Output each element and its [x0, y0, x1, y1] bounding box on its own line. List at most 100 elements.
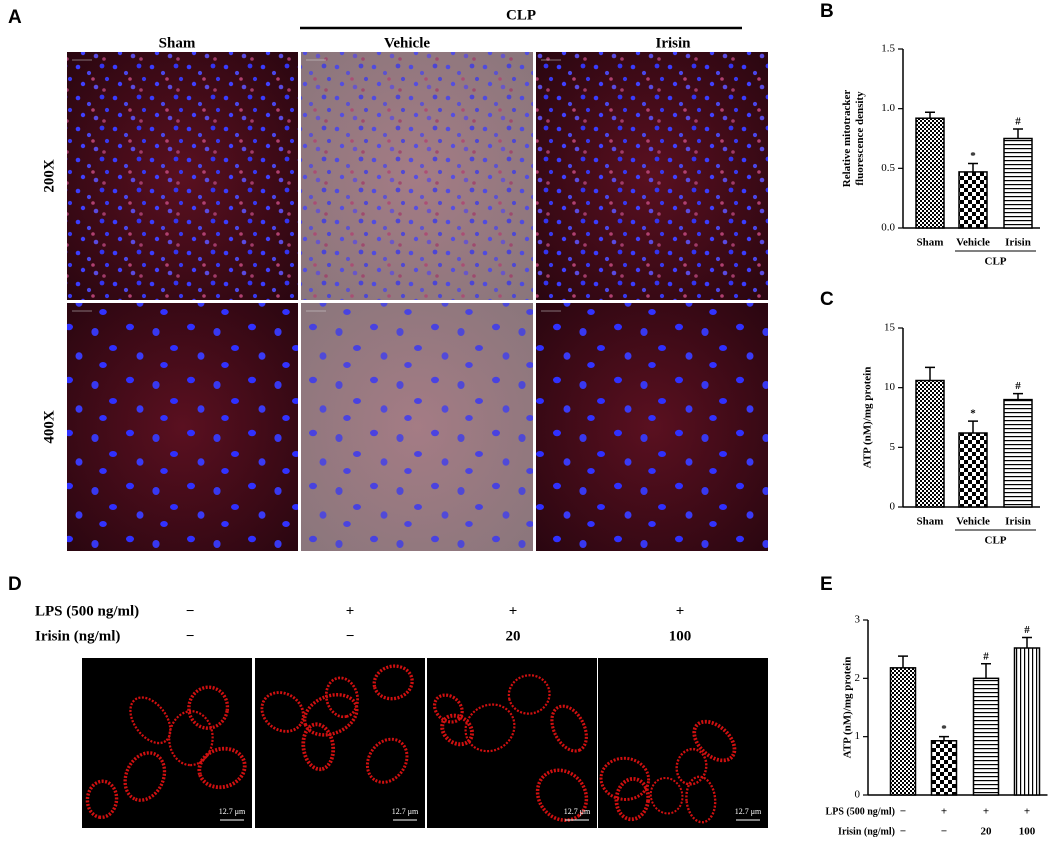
condition-value: 20	[981, 826, 993, 838]
micrograph	[67, 303, 298, 551]
error-bar	[939, 735, 949, 741]
error-bar	[1013, 128, 1023, 139]
background	[598, 658, 768, 828]
error-bar	[1013, 392, 1023, 400]
significance-marker: *	[970, 150, 976, 162]
y-tick-label: 0	[890, 501, 896, 513]
condition-label: Irisin (ng/ml)	[838, 826, 895, 837]
condition-label: LPS (500 ng/ml)	[826, 806, 895, 817]
micrograph	[301, 303, 533, 551]
column-label: Sham	[159, 35, 196, 51]
group-label: CLP	[506, 7, 536, 23]
column-label: Vehicle	[384, 35, 430, 51]
micrograph	[536, 52, 768, 300]
condition-value: −	[941, 826, 947, 838]
bar	[958, 171, 988, 229]
nuclei	[67, 303, 298, 551]
error-bar	[968, 420, 978, 434]
error-bar	[1022, 636, 1032, 648]
cell	[260, 691, 305, 733]
cell	[432, 693, 464, 724]
significance-marker: *	[941, 723, 947, 735]
cell	[685, 775, 717, 824]
panel-label: E	[820, 574, 833, 595]
bar	[889, 667, 917, 796]
cell	[302, 692, 359, 737]
condition-value: +	[676, 603, 685, 619]
y-tick-label: 10	[884, 381, 896, 393]
x-tick-label: Sham	[917, 516, 944, 528]
error-bar	[968, 162, 978, 172]
significance-marker: *	[970, 408, 976, 420]
condition-value: −	[186, 603, 195, 619]
cell	[507, 674, 551, 715]
condition-value: +	[509, 603, 518, 619]
condition-value: +	[983, 806, 989, 818]
y-tick-label: 15	[884, 322, 896, 334]
condition-value: −	[186, 628, 195, 644]
row-label: 400X	[41, 410, 57, 444]
panel-label: A	[8, 7, 22, 28]
cell	[372, 664, 414, 701]
y-tick-label: 1.0	[881, 102, 895, 114]
x-tick-label: Irisin	[1005, 237, 1031, 249]
condition-value: −	[346, 628, 355, 644]
panel-label: B	[820, 1, 834, 22]
nuclei	[536, 303, 768, 551]
background	[82, 658, 252, 828]
cell	[85, 779, 119, 820]
cell	[675, 747, 708, 786]
condition-value: 20	[506, 628, 521, 644]
cell	[129, 696, 172, 745]
panel-label: C	[820, 289, 834, 310]
micrograph: 12.7 μm	[427, 658, 597, 828]
bar	[1013, 647, 1041, 796]
significance-marker: #	[983, 650, 989, 662]
micrograph	[536, 303, 768, 551]
y-tick-label: 0.0	[881, 222, 895, 234]
y-tick-label: 0.5	[881, 162, 895, 174]
bar	[915, 117, 945, 229]
group-label: CLP	[985, 535, 1007, 547]
cell	[692, 719, 737, 763]
micrograph: 12.7 μm	[255, 658, 425, 828]
panel-label: D	[8, 574, 22, 595]
cell	[365, 737, 409, 784]
column-label: Irisin	[655, 35, 691, 51]
cell	[550, 704, 588, 753]
condition-label: LPS (500 ng/ml)	[35, 603, 139, 619]
scale-label: 12.7 μm	[392, 807, 419, 816]
row-label: 200X	[41, 159, 57, 193]
bar-chart: 0.0 0.5 1.0 1.5 Relative mitotracker fluoresc…	[841, 43, 1040, 268]
bar-chart: 0 1 2 3 ATP (nM)/mg protein * # # LPS (500 ng/ml…	[826, 614, 1048, 838]
y-axis-label: ATP (nM)/mg protein	[842, 657, 854, 759]
y-tick-label: 1.5	[881, 43, 895, 55]
micrograph	[67, 52, 298, 300]
y-axis-label: ATP (nM)/mg protein	[862, 367, 874, 469]
x-tick-label: Sham	[917, 237, 944, 249]
scale-label: 12.7 μm	[564, 807, 591, 816]
micrograph: 12.7 μm	[82, 658, 252, 828]
condition-value: 100	[1019, 826, 1036, 838]
y-tick-label: 5	[890, 441, 896, 453]
y-tick-label: 2	[855, 672, 861, 684]
condition-label: Irisin (ng/ml)	[35, 628, 120, 644]
error-bar	[898, 655, 908, 668]
bar-chart: 0 5 10 15 ATP (nM)/mg protein * # Sham Vehicle Ir…	[862, 322, 1040, 547]
condition-value: 100	[669, 628, 692, 644]
y-tick-label: 1	[855, 730, 861, 742]
error-bar	[981, 663, 991, 679]
x-tick-label: Vehicle	[956, 237, 990, 249]
micrograph	[301, 52, 533, 300]
cell	[614, 776, 651, 822]
condition-value: +	[1024, 806, 1030, 818]
y-axis-label: fluorescence density	[854, 91, 866, 186]
condition-value: −	[900, 806, 906, 818]
condition-value: +	[346, 603, 355, 619]
cell	[168, 710, 214, 767]
error-bar	[925, 111, 935, 119]
bar	[1003, 398, 1033, 508]
significance-marker: #	[1024, 624, 1030, 636]
cell	[123, 751, 167, 802]
y-tick-label: 3	[855, 614, 861, 626]
